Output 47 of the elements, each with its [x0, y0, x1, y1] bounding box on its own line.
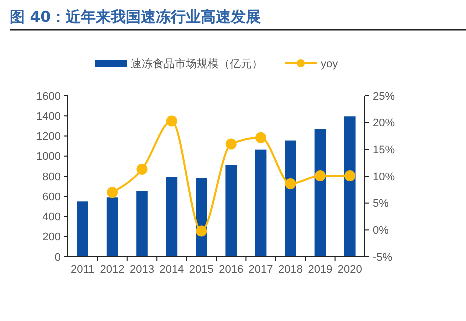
point	[196, 226, 208, 237]
y-tick-label: 600	[42, 191, 61, 204]
y-tick-label: 1200	[36, 131, 61, 144]
x-tick-label: 2013	[130, 264, 154, 276]
y-tick-label: 1000	[36, 151, 61, 164]
y-tick-label: 400	[42, 212, 61, 224]
bar	[255, 150, 267, 257]
legend-label: 速冻食品市场规模（亿元）	[131, 57, 263, 70]
y2-tick-label: 25%	[373, 90, 396, 103]
chart-title: 图 40：近年来我国速冻行业高速发展	[10, 8, 262, 26]
x-tick-label: 2019	[308, 264, 333, 276]
bar	[166, 178, 178, 257]
y2-tick-label: 10%	[373, 171, 396, 184]
x-tick-label: 2015	[189, 264, 214, 276]
y-tick-label: 1600	[36, 90, 61, 103]
bar	[285, 140, 296, 257]
y2-tick-label: 5%	[373, 198, 390, 210]
point	[285, 178, 296, 190]
y-tick-label: 0	[54, 252, 61, 264]
bar	[226, 165, 237, 257]
point	[107, 187, 118, 198]
bar	[77, 202, 88, 257]
point	[136, 164, 148, 176]
y-tick-label: 200	[42, 232, 61, 244]
y2-tick-label: 0%	[373, 225, 390, 238]
bar	[314, 129, 326, 257]
point	[314, 170, 326, 182]
y-tick-label: 1400	[36, 110, 61, 123]
x-tick-label: 2014	[160, 264, 184, 276]
x-tick-label: 2018	[278, 264, 303, 276]
y2-tick-label: -5%	[373, 252, 393, 264]
point	[166, 116, 178, 127]
x-tick-label: 2012	[100, 264, 125, 276]
x-tick-label: 2020	[338, 264, 362, 276]
point	[344, 170, 356, 182]
legend-label: yoy	[321, 58, 339, 70]
point	[226, 138, 237, 150]
bar	[106, 198, 118, 257]
x-tick-label: 2011	[71, 264, 95, 276]
bar	[136, 191, 148, 257]
x-tick-label: 2017	[248, 264, 274, 276]
x-tick-label: 2016	[219, 264, 244, 276]
y-tick-label: 800	[42, 171, 61, 184]
y2-tick-label: 15%	[373, 144, 396, 157]
bar	[344, 116, 356, 257]
y2-tick-label: 20%	[373, 118, 396, 130]
point	[256, 132, 267, 144]
